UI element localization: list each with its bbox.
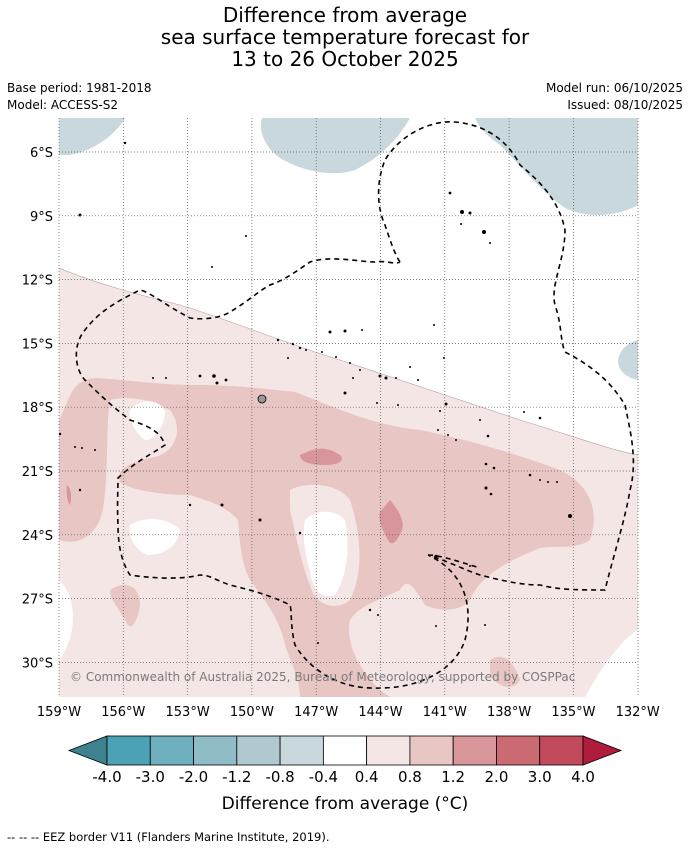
colorbar-segment bbox=[409, 735, 454, 766]
base-period: Base period: 1981-2018 bbox=[7, 81, 152, 95]
colorbar-tick-label: 4.0 bbox=[571, 768, 595, 786]
neutral-patch bbox=[59, 580, 73, 660]
colorbar-tick-label: 0.8 bbox=[398, 768, 422, 786]
map-field bbox=[59, 118, 638, 697]
longitude-label: 132°W bbox=[616, 705, 660, 720]
colorbar-segment bbox=[193, 735, 238, 766]
copyright-text: © Commonwealth of Australia 2025, Bureau… bbox=[70, 670, 575, 684]
longitude-label: 141°W bbox=[423, 705, 467, 720]
latitude-label: 21°S bbox=[22, 465, 53, 480]
latitude-label: 24°S bbox=[22, 529, 53, 544]
longitude-label: 153°W bbox=[166, 705, 210, 720]
colorbar-tick-label: 3.0 bbox=[528, 768, 552, 786]
contour-line bbox=[59, 267, 638, 456]
latitude-labels: 6°S 9°S 12°S 15°S 18°S 21°S 24°S 27°S 30°S bbox=[22, 146, 53, 671]
latitude-label: 6°S bbox=[30, 146, 53, 161]
colorbar-tick-label: -2.0 bbox=[179, 768, 208, 786]
colorbar-tick-label: -4.0 bbox=[92, 768, 121, 786]
latitude-label: 15°S bbox=[22, 337, 53, 352]
neutral-patch bbox=[129, 518, 180, 555]
anomaly-region-1.2-2.0 bbox=[379, 500, 403, 544]
neutral-patch bbox=[585, 630, 638, 697]
colorbar-segment bbox=[496, 735, 541, 766]
latitude-label: 9°S bbox=[30, 210, 53, 225]
latitude-label: 30°S bbox=[22, 656, 53, 671]
colorbar-tick-label: -3.0 bbox=[136, 768, 165, 786]
colorbar-segment bbox=[452, 735, 497, 766]
anomaly-region-cool bbox=[475, 118, 638, 216]
colorbar-segment bbox=[279, 735, 324, 766]
longitude-label: 159°W bbox=[37, 705, 81, 720]
colorbar-tick-label: 0.4 bbox=[355, 768, 379, 786]
anomaly-region-cool bbox=[260, 118, 410, 174]
colorbar-segment bbox=[149, 735, 194, 766]
eez-border bbox=[427, 554, 481, 569]
colorbar-tick-label: -0.4 bbox=[309, 768, 338, 786]
anomaly-region-1.2-2.0 bbox=[66, 485, 71, 505]
longitude-label: 135°W bbox=[551, 705, 595, 720]
longitude-label: 156°W bbox=[101, 705, 145, 720]
colorbar-extend-low bbox=[67, 735, 108, 766]
model-name: Model: ACCESS-S2 bbox=[7, 98, 119, 112]
colorbar-label: Difference from average (°C) bbox=[221, 794, 469, 814]
neutral-patch bbox=[303, 511, 348, 597]
colorbar-tick-label: -1.2 bbox=[222, 768, 251, 786]
anomaly-region-1.2-2.0 bbox=[300, 448, 342, 465]
latitude-label: 27°S bbox=[22, 593, 53, 608]
chart-title: Difference from average sea surface temp… bbox=[0, 4, 690, 70]
colorbar-tick-label: 2.0 bbox=[485, 768, 509, 786]
meta-right: Model run: 06/10/2025 Issued: 08/10/2025 bbox=[546, 80, 683, 114]
graticule bbox=[58, 118, 639, 697]
anomaly-region-cool bbox=[59, 118, 125, 155]
colorbar: -4.0 -3.0 -2.0 -1.2 -0.8 -0.4 0.4 0.8 1.2 2.0 3.0 4… bbox=[67, 735, 623, 786]
longitude-label: 144°W bbox=[358, 705, 402, 720]
title-line-1: Difference from average bbox=[222, 3, 468, 27]
title-line-3: 13 to 26 October 2025 bbox=[231, 47, 459, 71]
island-tahiti bbox=[257, 394, 267, 404]
longitude-label: 138°W bbox=[487, 705, 531, 720]
colorbar-segment bbox=[236, 735, 281, 766]
eez-legend: -- -- -- EEZ border V11 (Flanders Marine… bbox=[7, 830, 330, 844]
colorbar-segment bbox=[106, 735, 151, 766]
longitude-label: 147°W bbox=[294, 705, 338, 720]
eez-border bbox=[75, 121, 635, 689]
anomaly-region-0.8-1.2 bbox=[110, 585, 140, 627]
anomaly-region-0.8-1.2 bbox=[490, 656, 520, 687]
colorbar-segment bbox=[539, 735, 584, 766]
colorbar-segment bbox=[366, 735, 411, 766]
colorbar-segment bbox=[322, 735, 368, 766]
islands bbox=[59, 141, 572, 644]
longitude-labels: 159°W 156°W 153°W 150°W 147°W 144°W 141°W 138°W… bbox=[37, 705, 660, 720]
issued-date: Issued: 08/10/2025 bbox=[567, 98, 683, 112]
colorbar-extend-high bbox=[582, 735, 623, 766]
anomaly-region-cool bbox=[618, 340, 638, 380]
latitude-label: 18°S bbox=[22, 401, 53, 416]
title-line-2: sea surface temperature forecast for bbox=[160, 25, 530, 49]
meta-left: Base period: 1981-2018 Model: ACCESS-S2 bbox=[7, 80, 152, 114]
longitude-label: 150°W bbox=[230, 705, 274, 720]
latitude-label: 12°S bbox=[22, 274, 53, 289]
colorbar-tick-label: -0.8 bbox=[265, 768, 294, 786]
model-run: Model run: 06/10/2025 bbox=[545, 81, 683, 95]
colorbar-tick-label: 1.2 bbox=[441, 768, 465, 786]
neutral-patch bbox=[129, 401, 165, 440]
